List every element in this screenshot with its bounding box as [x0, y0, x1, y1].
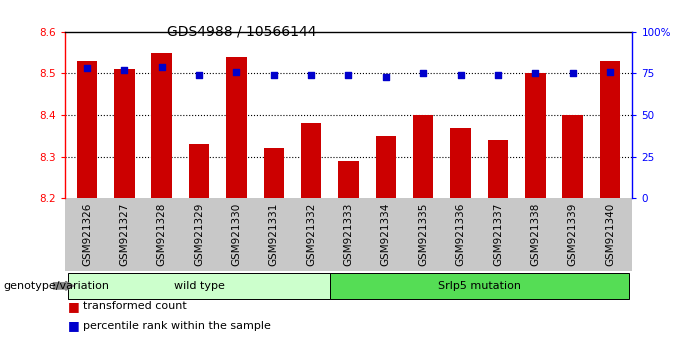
- Text: transformed count: transformed count: [83, 301, 187, 311]
- Point: [119, 67, 130, 73]
- Text: wild type: wild type: [173, 281, 224, 291]
- Bar: [226, 57, 247, 198]
- Text: ■: ■: [68, 319, 80, 332]
- Bar: [114, 69, 135, 198]
- Bar: [562, 115, 583, 198]
- Point: [156, 64, 167, 70]
- Bar: [525, 73, 545, 198]
- Point: [492, 72, 503, 78]
- Point: [455, 72, 466, 78]
- Bar: [301, 123, 322, 198]
- Bar: [600, 61, 620, 198]
- Bar: [189, 144, 209, 198]
- Bar: [413, 115, 433, 198]
- Bar: [152, 53, 172, 198]
- Text: genotype/variation: genotype/variation: [3, 281, 109, 291]
- Text: ■: ■: [68, 300, 80, 313]
- Text: percentile rank within the sample: percentile rank within the sample: [83, 321, 271, 331]
- Bar: [375, 136, 396, 198]
- Bar: [77, 61, 97, 198]
- Point: [343, 72, 354, 78]
- Point: [306, 72, 317, 78]
- Point: [231, 69, 242, 75]
- Point: [194, 72, 205, 78]
- Bar: [338, 161, 359, 198]
- Point: [380, 74, 391, 80]
- Bar: [450, 127, 471, 198]
- Point: [269, 72, 279, 78]
- Point: [567, 70, 578, 76]
- Text: Srlp5 mutation: Srlp5 mutation: [438, 281, 521, 291]
- Bar: [264, 148, 284, 198]
- Point: [418, 70, 428, 76]
- Bar: [488, 140, 508, 198]
- Point: [82, 65, 92, 71]
- Point: [530, 70, 541, 76]
- Point: [605, 69, 615, 75]
- Text: GDS4988 / 10566144: GDS4988 / 10566144: [167, 25, 316, 39]
